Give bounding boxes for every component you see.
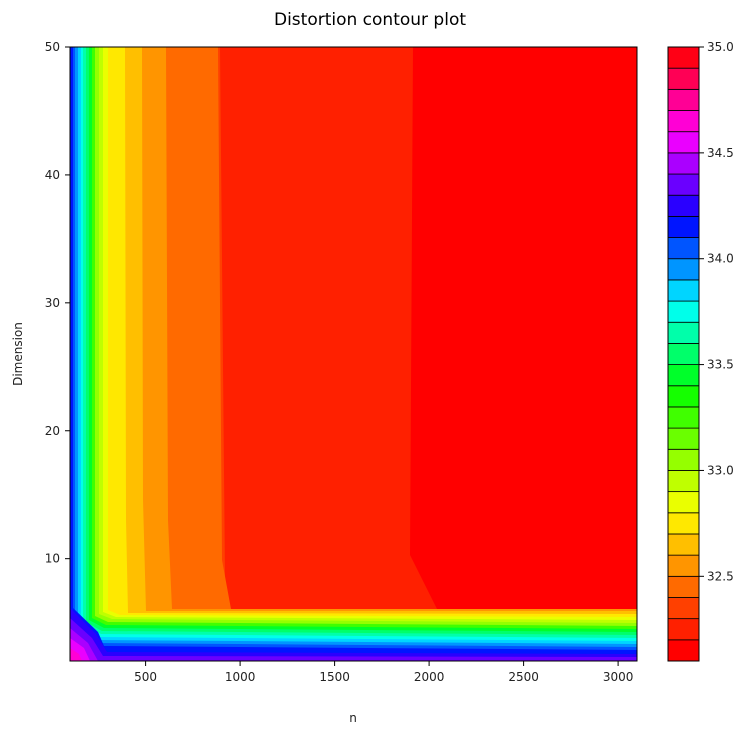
plot-area — [69, 46, 638, 662]
colorbar-swatch — [667, 554, 700, 577]
colorbar-swatch — [667, 67, 700, 90]
colorbar-swatch — [667, 533, 700, 556]
colorbar-swatch — [667, 406, 700, 429]
colorbar-swatch — [667, 194, 700, 217]
contour-band-34-2 — [70, 608, 637, 661]
y-tick-label: 10 — [45, 552, 60, 566]
colorbar-tick-label: 33.0 — [707, 463, 734, 477]
plot-frame — [69, 46, 638, 662]
colorbar-swatch — [667, 173, 700, 196]
colorbar-tick-label: 32.5 — [707, 569, 734, 583]
x-tick-label: 500 — [134, 670, 157, 684]
colorbar-swatch — [667, 343, 700, 365]
x-tick-label: 1000 — [225, 670, 256, 684]
colorbar-swatch — [667, 279, 700, 302]
colorbar-swatch — [667, 618, 700, 641]
colorbar-swatch — [667, 215, 700, 238]
colorbar-swatch — [667, 321, 700, 344]
colorbar-swatch — [667, 470, 700, 493]
colorbar-swatch — [667, 364, 700, 387]
x-tick-label: 3000 — [603, 670, 634, 684]
colorbar-swatch — [667, 258, 700, 281]
x-tick-label: 2500 — [508, 670, 539, 684]
colorbar-swatch — [667, 597, 700, 620]
colorbar-frame — [667, 46, 700, 662]
colorbar-swatch — [667, 110, 700, 133]
y-tick-label: 20 — [45, 424, 60, 438]
colorbar-swatch — [667, 131, 700, 154]
colorbar-swatch — [667, 237, 700, 260]
contour-band-34-9 — [70, 648, 82, 661]
colorbar-swatch — [667, 152, 700, 175]
colorbar-tick-label: 34.0 — [707, 252, 734, 266]
chart-title: Distortion contour plot — [274, 10, 466, 30]
colorbar-swatch — [667, 512, 700, 535]
contour-band-34-3 — [70, 618, 637, 661]
contour-band-32-4 — [70, 47, 637, 661]
x-tick-label: 2000 — [414, 670, 445, 684]
colorbar-tick-label: 34.5 — [707, 146, 734, 160]
colorbar-tick-label: 33.5 — [707, 358, 734, 372]
colorbar-swatch — [667, 46, 700, 69]
colorbar-swatch — [667, 385, 700, 408]
y-axis: 10 20 30 40 50 — [45, 40, 70, 566]
colorbar: 32.5 33.0 33.5 34.0 34.5 35.0 — [667, 40, 734, 662]
colorbar-swatch — [667, 88, 700, 111]
y-tick-label: 50 — [45, 40, 60, 54]
colorbar-tick-label: 35.0 — [707, 40, 734, 54]
x-axis: 500 1000 1500 2000 2500 3000 — [134, 661, 633, 684]
y-axis-title: Dimension — [11, 322, 25, 386]
colorbar-swatch — [667, 427, 700, 450]
colorbar-swatch — [667, 639, 700, 662]
contour-band-32-7 — [70, 47, 637, 661]
colorbar-swatch — [667, 575, 700, 598]
colorbar-swatch — [667, 491, 700, 514]
x-tick-label: 1500 — [319, 670, 350, 684]
x-axis-title: n — [349, 711, 357, 725]
colorbar-swatch — [667, 448, 700, 471]
y-tick-label: 30 — [45, 296, 60, 310]
y-tick-label: 40 — [45, 168, 60, 182]
colorbar-swatch — [667, 300, 700, 323]
